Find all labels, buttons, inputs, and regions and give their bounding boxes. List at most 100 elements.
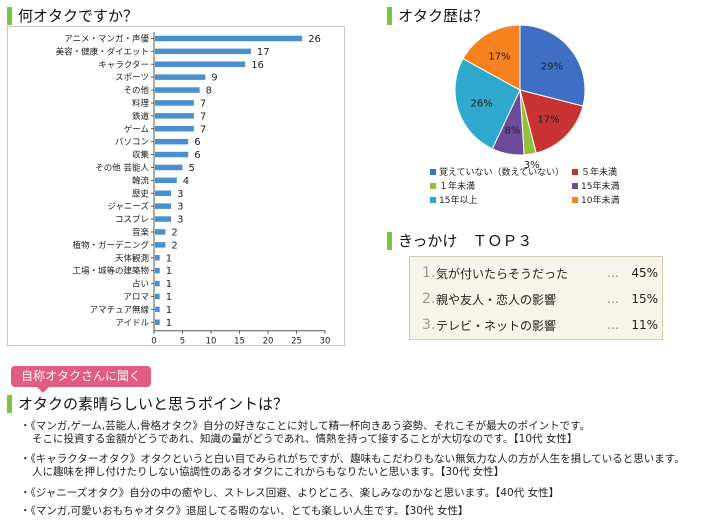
bar [155, 177, 177, 184]
heading-accent-bar [7, 6, 12, 25]
bar [155, 255, 160, 261]
bar [155, 87, 200, 93]
self-proclaimed-otaku-tag: 自称オタクさんに聞く [11, 366, 152, 393]
legend-label: ５年未満 [581, 168, 618, 178]
bar-data-label: 7 [200, 124, 206, 135]
top3-dots: … [607, 292, 619, 306]
bar [155, 74, 206, 80]
bar-category-label: その他 芸能人 [95, 162, 149, 173]
bar-data-label: 1 [166, 305, 172, 316]
top3-row: 3. テレビ・ネットの影響 … 11% [422, 315, 658, 335]
bar-data-label: 6 [194, 150, 200, 161]
top3-row: 2. 親や友人・恋人の影響 … 15% [422, 289, 658, 309]
bar [155, 280, 160, 287]
bar-data-label: 17 [257, 47, 270, 58]
bar [155, 100, 194, 106]
pie-data-label: 17% [537, 114, 559, 125]
comment-line-continued: 人に趣味を押し付けたりしない協調性のあるオタクにこれからもなりたいと思います。【… [32, 466, 505, 478]
top3-text: 気が付いたらそうだった [436, 266, 569, 281]
comment-item: ・《マンガ,ゲーム,芸能人,骨格オタク》自分の好きなことに対して精一杯向きあう姿… [20, 420, 705, 446]
legend-swatch [572, 196, 578, 203]
pie-legend-item: 覚えていない（数えていない） [430, 165, 564, 178]
bar-category-label: 天体観測 [115, 253, 149, 264]
top3-percent: 15% [631, 292, 658, 306]
bar-data-label: 1 [166, 279, 172, 290]
pie-legend-item: 15年以上 [430, 193, 477, 206]
bar-x-tick-label: 15 [234, 337, 245, 345]
bar-category-label: 鉄道 [132, 111, 150, 122]
bar-category-label: スポーツ [115, 73, 149, 83]
pie-data-label: 26% [471, 98, 493, 109]
bar [155, 48, 251, 55]
bar [155, 190, 172, 196]
bar-data-label: 3 [177, 215, 183, 226]
pie-slice [519, 24, 586, 107]
bar-x-tick-label: 20 [263, 337, 274, 345]
top3-rank: 3. [422, 317, 436, 333]
pie-data-label: 29% [541, 61, 563, 72]
heading-what-otaku: 何オタクですか？ [7, 5, 138, 26]
bar [155, 319, 160, 325]
bar-data-label: 26 [308, 34, 321, 45]
bar [155, 164, 183, 171]
bar-data-label: 5 [189, 163, 195, 174]
bar-category-label: 歴史 [132, 188, 150, 199]
top3-percent: 11% [631, 318, 658, 332]
bar-category-label: 料理 [132, 98, 150, 109]
bar-category-label: コスプレ [115, 215, 149, 225]
bar-data-label: 16 [251, 60, 264, 71]
top3-rank: 2. [422, 291, 436, 307]
pie-data-label: 8% [505, 126, 521, 137]
bar [155, 293, 160, 300]
bar [155, 229, 166, 235]
bar-data-label: 1 [166, 292, 172, 303]
bar-x-tick-label: 30 [320, 337, 331, 345]
bar-category-label: 音楽 [132, 227, 150, 238]
bar-data-label: 2 [171, 240, 177, 251]
pie-data-label: 17% [488, 51, 510, 62]
bar-data-label: 1 [166, 266, 172, 277]
bar-x-tick-label: 0 [151, 337, 156, 345]
top3-text: 親や友人・恋人の影響 [436, 292, 557, 307]
bar [155, 216, 172, 222]
bar [155, 61, 246, 67]
heading-text: 何オタクですか？ [18, 7, 139, 25]
bar-category-label: アイドル [115, 318, 149, 328]
bar-chart-panel: アニメ・マンガ・声優 26 美容・健康・ダイエット 17 キャラクター 16 スポーツ 9 その… [7, 26, 345, 347]
pie-legend-item: 15年未満 [572, 179, 619, 192]
bar-category-label: 植物・ガーデニング [72, 240, 149, 251]
top3-panel: 1. 気が付いたらそうだった … 45% 2. 親や友人・恋人の影響 … 15%… [409, 256, 663, 340]
bar-category-label: キャラクター [98, 60, 149, 70]
bar-data-label: 8 [206, 86, 212, 97]
bar-category-label: 占い [132, 279, 149, 290]
comment-line: ・《マンガ,可愛いおもちゃオタク》退屈してる暇のない、とても楽しい人生です。【3… [20, 505, 469, 517]
legend-label: 覚えていない（数えていない） [439, 168, 565, 178]
legend-label: １年未満 [439, 182, 476, 192]
bar-category-label: アロマ [123, 292, 149, 302]
pie-legend-item: 10年未満 [572, 193, 619, 206]
comment-line: ・《ジャニーズオタク》自分の中の癒やし、ストレス回避、よりどころ、楽しみなのかな… [20, 487, 560, 499]
bar-x-tick-label: 5 [180, 337, 185, 345]
bar-category-label: 工場・城等の建築物 [72, 266, 149, 277]
bar-data-label: 1 [166, 318, 172, 329]
legend-label: 15年未満 [581, 182, 620, 192]
bar [155, 138, 189, 145]
bar-category-label: 収集 [132, 150, 150, 161]
heading-accent-bar [387, 6, 392, 25]
bar-category-label: アマチュア無線 [90, 304, 150, 315]
legend-swatch [572, 182, 578, 189]
pie-legend-item: １年未満 [430, 179, 475, 192]
comment-item: ・《ジャニーズオタク》自分の中の癒やし、ストレス回避、よりどころ、楽しみなのかな… [20, 487, 705, 500]
bar-category-label: 韓流 [132, 175, 150, 186]
bar-category-label: その他 [123, 85, 149, 96]
heading-accent-bar [387, 231, 392, 250]
heading-trigger-top3: きっかけ ＴＯＰ３ [387, 230, 532, 251]
bar [155, 35, 303, 42]
otaku-history-pie-chart: 29% 17% 3% 8% 26% 17% [454, 24, 586, 171]
bar-data-label: 7 [200, 111, 206, 122]
top3-rank: 1. [422, 265, 436, 281]
pie-slice [462, 24, 521, 91]
comment-line: ・《キャラクターオタク》オタクというと白い目でみられがちですが、趣味もこだわりも… [20, 453, 685, 465]
bar [155, 203, 172, 209]
